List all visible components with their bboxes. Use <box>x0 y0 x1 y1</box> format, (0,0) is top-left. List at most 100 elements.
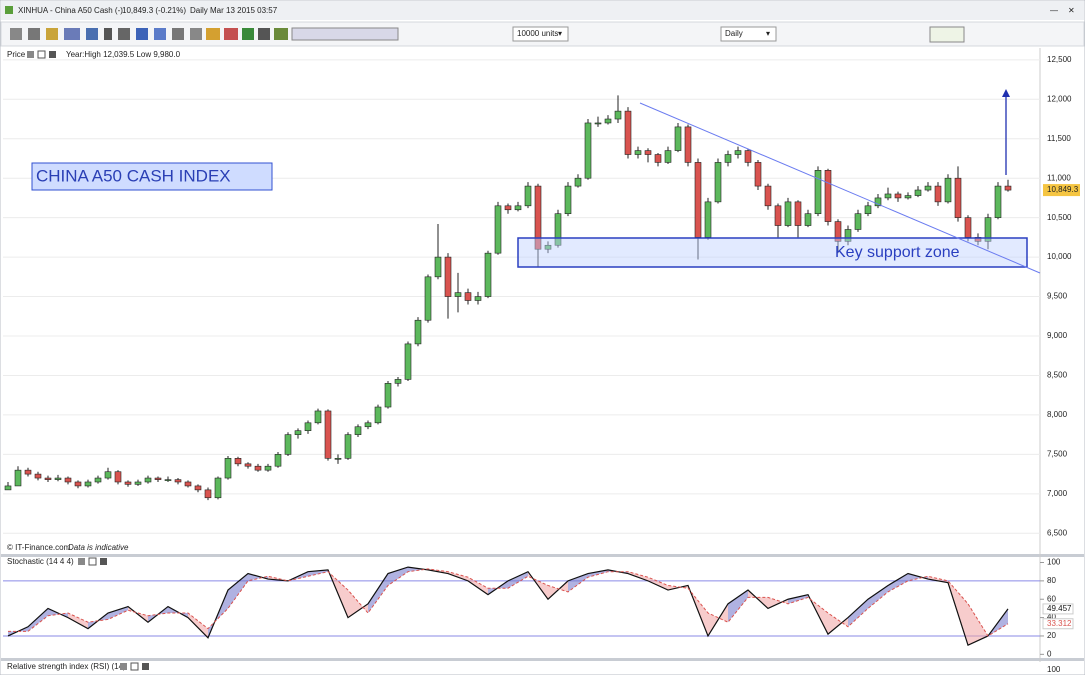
candle-body <box>34 473 42 479</box>
stochastic-fill <box>788 594 808 604</box>
panel-icon[interactable] <box>100 558 107 565</box>
candle-body <box>424 276 432 321</box>
candle-body <box>834 221 842 242</box>
tool-icon[interactable] <box>190 28 202 40</box>
tool-icon[interactable] <box>154 28 166 40</box>
candle-body <box>934 185 942 203</box>
candle-body <box>64 477 72 483</box>
last-value-box <box>1042 618 1074 630</box>
tool-icon[interactable] <box>104 28 112 40</box>
y-tick-label: 12,500 <box>1047 55 1072 64</box>
color-palette[interactable] <box>291 27 399 41</box>
candle-body <box>554 213 562 246</box>
candle-body <box>524 185 532 207</box>
tool-icon[interactable] <box>118 28 130 40</box>
tool-icon[interactable] <box>172 28 184 40</box>
candle-body <box>134 481 142 485</box>
panel-title: Relative strength index (RSI) (14) <box>7 662 126 671</box>
candle-body <box>584 122 592 179</box>
panel-title: Price <box>7 50 26 59</box>
last-value-label: 49.457 <box>1047 604 1072 613</box>
minimize-button[interactable]: — <box>1050 6 1058 15</box>
stochastic-line <box>8 568 1009 637</box>
tool-icon[interactable] <box>206 28 220 40</box>
candle-body <box>714 162 722 203</box>
candle-body <box>104 471 112 479</box>
y-tick-label: 10,000 <box>1047 252 1072 261</box>
tool-icon[interactable] <box>64 28 80 40</box>
source: © IT-Finance.com <box>7 543 71 552</box>
candle-body <box>44 477 52 480</box>
candle-body <box>414 319 422 345</box>
y-tick-label: 11,500 <box>1047 134 1071 143</box>
tool-icon[interactable] <box>224 28 238 40</box>
candle-body <box>254 465 262 471</box>
y-tick-label: 100 <box>1047 558 1061 567</box>
y-tick-label: 12,000 <box>1047 94 1072 103</box>
stochastic-fill <box>968 603 988 646</box>
candle-body <box>4 485 12 491</box>
last-value-label: 33.312 <box>1047 619 1072 628</box>
period-dropdown[interactable] <box>720 26 777 42</box>
candle-body <box>194 485 202 491</box>
panel-icon[interactable] <box>27 51 34 58</box>
close-button[interactable]: ✕ <box>1068 6 1075 15</box>
candle-body <box>964 217 972 238</box>
candle-body <box>854 213 862 230</box>
tool-icon[interactable] <box>258 28 270 40</box>
candle-body <box>674 126 682 151</box>
toolbar-icons: 10000 units ▾ Daily ▾ <box>10 26 965 43</box>
candle-body <box>784 201 792 226</box>
y-tick-label: 6,500 <box>1047 528 1068 537</box>
title-annotation-box <box>31 162 273 191</box>
candle-body <box>504 205 512 211</box>
candle-body <box>924 185 932 191</box>
panel-icon[interactable] <box>142 663 149 670</box>
candle-body <box>574 177 582 187</box>
candle-body <box>384 383 392 408</box>
stochastic-fill <box>68 613 88 629</box>
candle-body <box>454 292 462 297</box>
timestamp: Mar 13 2015 03:57 <box>210 6 278 15</box>
tool-icon[interactable] <box>10 28 22 40</box>
panel-icon[interactable] <box>120 663 127 670</box>
quote: 10,849.3 (-0.21%) <box>122 6 186 15</box>
y-tick-label: 100 <box>1047 665 1061 674</box>
candle-body <box>164 479 172 481</box>
candle-body <box>154 477 162 480</box>
tool-icon[interactable] <box>136 28 148 40</box>
candle-body <box>644 150 652 155</box>
candle-body <box>844 229 852 242</box>
panel-separator <box>1 554 1084 557</box>
y-tick-label: 10,500 <box>1047 213 1072 222</box>
candle-body <box>534 185 542 250</box>
panel-icon[interactable] <box>49 51 56 58</box>
candle-body <box>394 379 402 384</box>
panel-icon[interactable] <box>78 558 85 565</box>
candle-body <box>954 177 962 218</box>
chart-style-icon[interactable] <box>929 26 965 43</box>
tool-icon[interactable] <box>274 28 288 40</box>
candle-body <box>894 193 902 199</box>
panel-icon[interactable] <box>37 50 46 59</box>
candle-body <box>944 177 952 203</box>
last-value-box <box>1042 603 1074 615</box>
tool-icon[interactable] <box>28 28 40 40</box>
tool-icon[interactable] <box>86 28 98 40</box>
tool-icon[interactable] <box>242 28 254 40</box>
panel-icon[interactable] <box>88 557 97 566</box>
candle-body <box>24 469 32 475</box>
tool-icon[interactable] <box>46 28 58 40</box>
stochastic-fill <box>888 573 908 592</box>
stochastic-fill <box>508 571 528 589</box>
candle-body <box>704 201 712 238</box>
panel-separator <box>1 658 1084 661</box>
stochastic-fill <box>728 590 748 623</box>
stochastic-fill <box>388 567 408 586</box>
candle-body <box>694 162 702 238</box>
candle-body <box>814 170 822 215</box>
units-dropdown[interactable] <box>512 26 569 42</box>
panel-icon[interactable] <box>130 662 139 671</box>
candle-body <box>764 185 772 207</box>
dropdown-arrow: ▾ <box>558 29 562 38</box>
